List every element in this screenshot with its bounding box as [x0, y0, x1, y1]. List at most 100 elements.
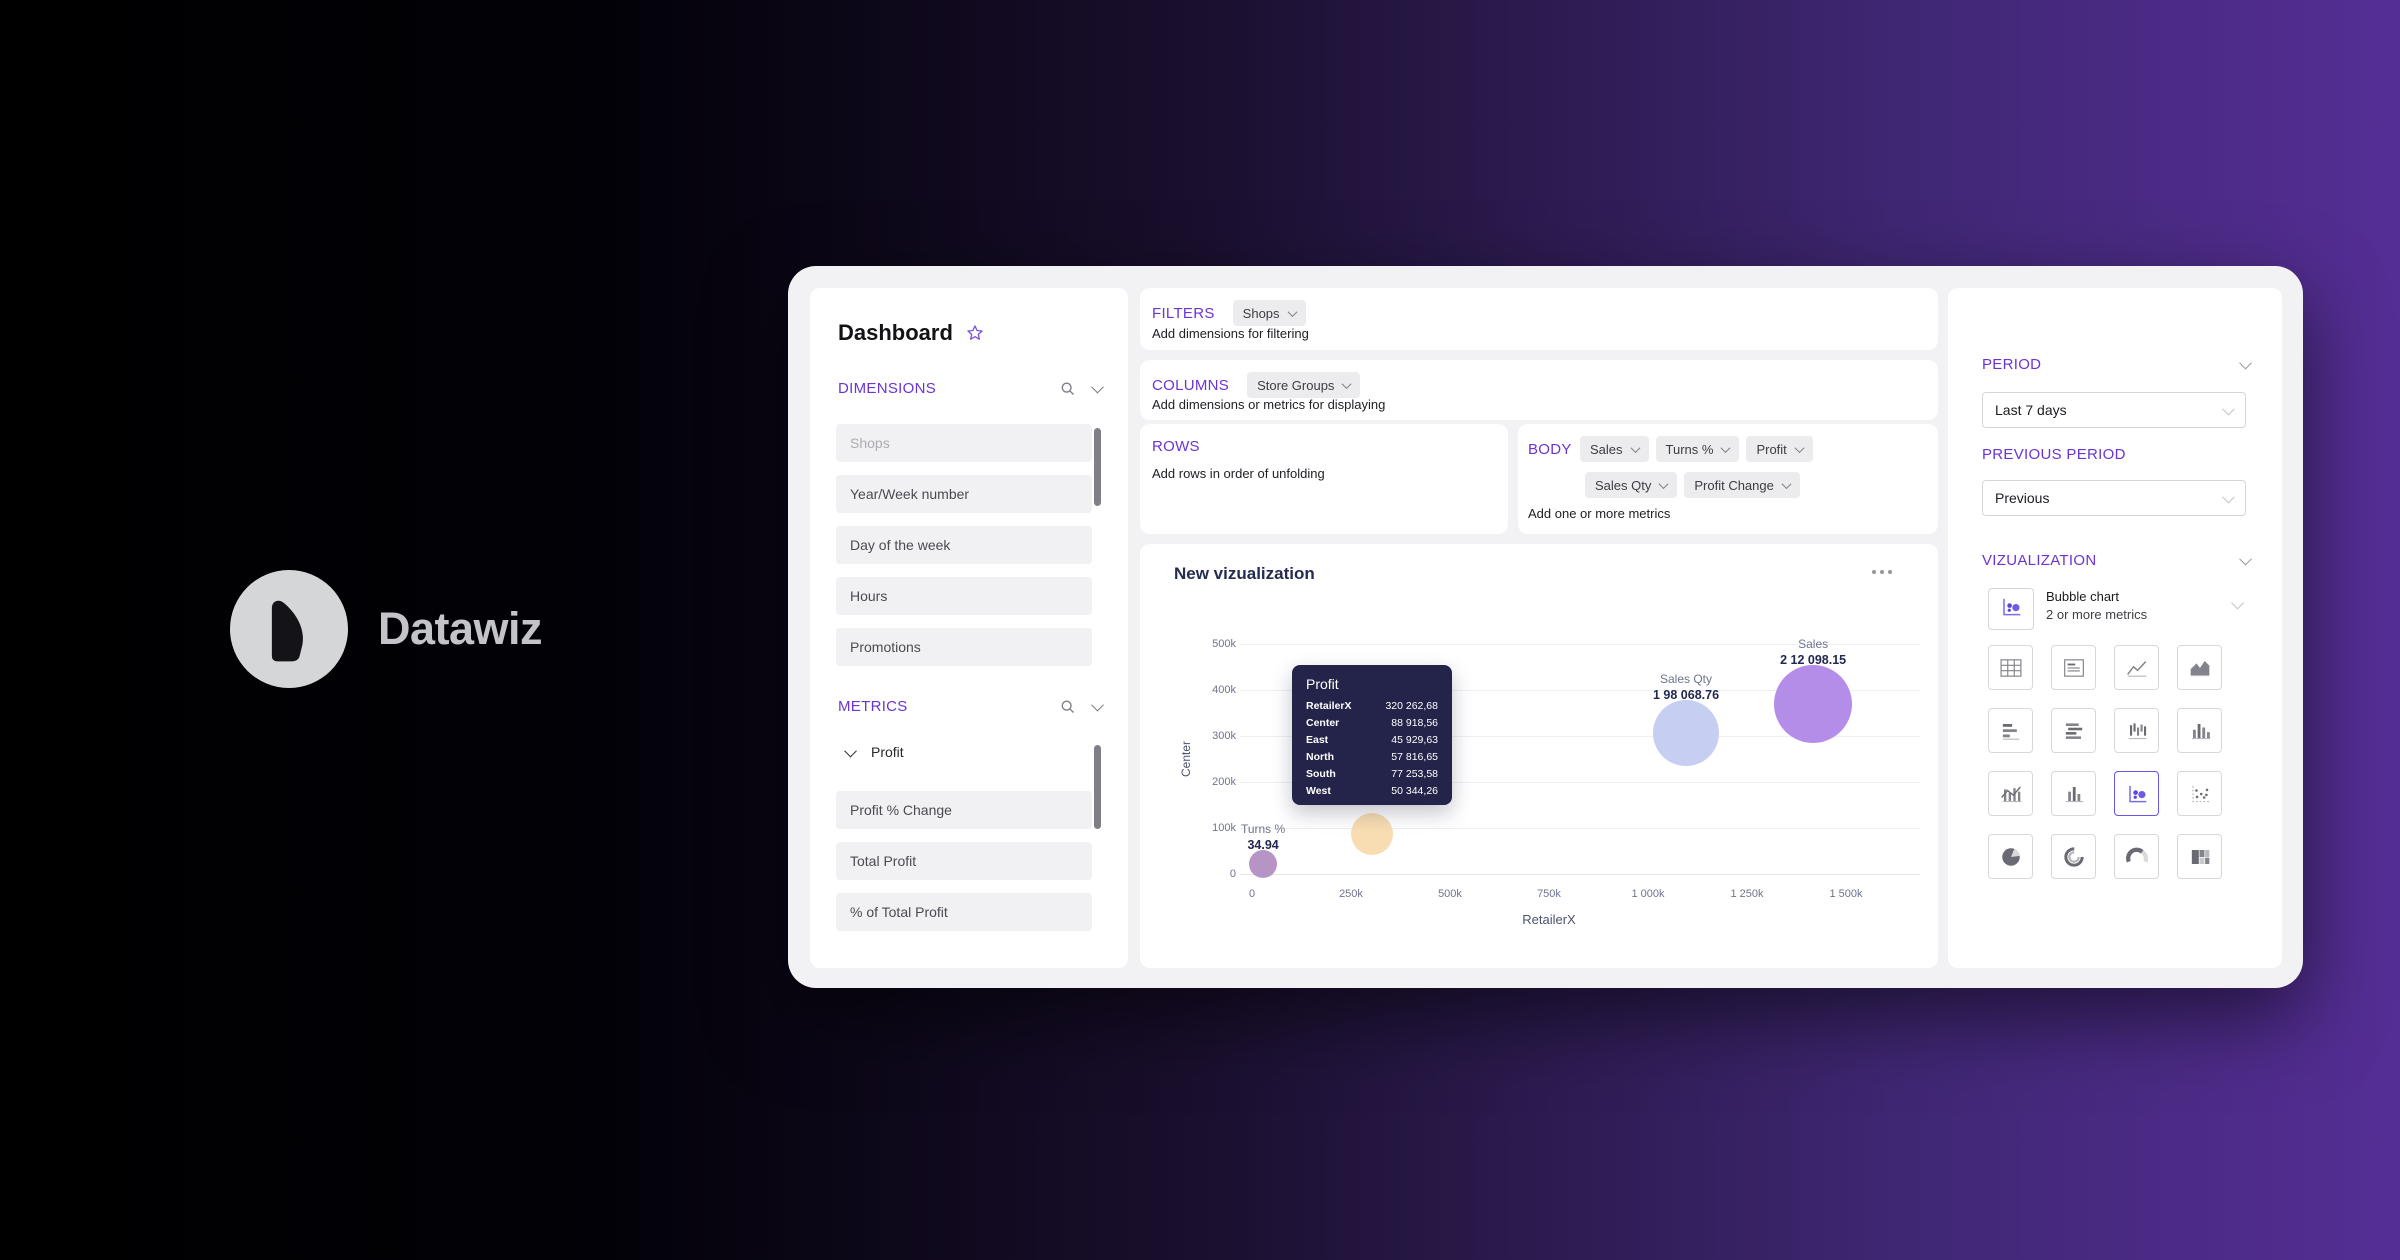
- tooltip-row: Center 88 918,56: [1306, 715, 1438, 732]
- metric-chip[interactable]: Sales: [1580, 436, 1649, 462]
- previous-period-select[interactable]: Previous: [1982, 480, 2246, 516]
- gridline: [1240, 828, 1920, 829]
- y-tick-label: 0: [1229, 868, 1236, 880]
- tooltip-row-value: 50 344,26: [1391, 785, 1438, 797]
- dimensions-header: DIMENSIONS: [838, 380, 1104, 397]
- x-tick-label: 1 500k: [1829, 888, 1863, 900]
- scatter-plot-icon: [2191, 785, 2209, 802]
- columns-zone: COLUMNS Store Groups Add dimensions or m…: [1140, 360, 1938, 420]
- columns-label: COLUMNS: [1152, 376, 1230, 394]
- chevron-down-icon: [1341, 378, 1352, 389]
- scrollbar-thumb[interactable]: [1094, 745, 1101, 829]
- gauge-chart-icon: [2125, 847, 2148, 862]
- period-select[interactable]: Last 7 days: [1982, 392, 2246, 428]
- more-options-icon[interactable]: [1872, 570, 1892, 574]
- visualization-header: VIZUALIZATION: [1982, 552, 2252, 569]
- scrollbar-thumb[interactable]: [1094, 428, 1101, 506]
- metric-chip[interactable]: Shops: [1232, 300, 1306, 326]
- gridline: [1240, 736, 1920, 737]
- chart-bubble[interactable]: [1249, 849, 1278, 878]
- x-tick-label: 1 250k: [1730, 888, 1764, 900]
- chart-bubble[interactable]: [1653, 699, 1720, 766]
- metric-chip[interactable]: Store Groups: [1247, 372, 1361, 398]
- chevron-down-icon[interactable]: [2239, 356, 2252, 370]
- metric-chip[interactable]: Profit: [1746, 436, 1813, 462]
- previous-period-header: PREVIOUS PERIOD: [1982, 446, 2250, 463]
- viz-type-bar-horizontal-icon[interactable]: [1988, 708, 2033, 753]
- left-panel: Dashboard DIMENSIONS Shops Year/Week numb…: [810, 288, 1128, 968]
- chart-bubble[interactable]: [1350, 812, 1393, 855]
- body-chips-row2: Sales Qty Profit Change: [1585, 472, 1800, 498]
- metrics-label: METRICS: [838, 698, 908, 715]
- page-title: Dashboard: [838, 320, 953, 345]
- viz-type-pie-chart-icon[interactable]: [1988, 834, 2033, 879]
- viz-type-combo-chart-icon[interactable]: [1988, 771, 2033, 816]
- viz-type-gauge-chart-icon[interactable]: [2114, 834, 2159, 879]
- viz-type-line-chart-icon[interactable]: [2114, 645, 2159, 690]
- chevron-down-icon[interactable]: [2231, 596, 2244, 610]
- metric-chip[interactable]: Sales Qty: [1585, 472, 1678, 498]
- metric-item[interactable]: Profit % Change: [836, 791, 1092, 829]
- chart-title: New vizualization: [1174, 564, 1315, 583]
- favorite-star-icon[interactable]: [965, 323, 985, 343]
- viz-type-area-chart-icon[interactable]: [2177, 645, 2222, 690]
- chevron-down-icon: [1287, 306, 1297, 317]
- treemap-icon: [2191, 849, 2209, 864]
- viz-type-bubble-chart-icon[interactable]: [2114, 771, 2159, 816]
- y-tick-label: 500k: [1212, 638, 1236, 650]
- viz-type-grouped-column-icon[interactable]: [2051, 771, 2096, 816]
- tooltip-row-value: 77 253,58: [1391, 768, 1438, 780]
- bubble-metric-label: Sales Qty: [1660, 671, 1713, 686]
- bubble-value-label: 1 98 068.76: [1652, 687, 1720, 702]
- tooltip-row-label: South: [1306, 768, 1336, 780]
- body-chips-row1: Sales Turns % Profit: [1580, 436, 1813, 462]
- dimension-item[interactable]: Year/Week number: [836, 475, 1092, 513]
- pie-chart-icon: [2001, 847, 2020, 866]
- chevron-down-icon: [2222, 490, 2235, 503]
- viz-type-treemap-icon[interactable]: [2177, 834, 2222, 879]
- viz-type-bar-horizontal-alt-icon[interactable]: [2051, 708, 2096, 753]
- dimension-item[interactable]: Hours: [836, 577, 1092, 615]
- tooltip-row-value: 88 918,56: [1391, 717, 1438, 729]
- viz-type-donut-chart-icon[interactable]: [2051, 834, 2096, 879]
- x-tick-label: 0: [1248, 888, 1256, 900]
- gridline: [1240, 644, 1920, 645]
- tooltip-row: West 50 344,26: [1306, 783, 1438, 800]
- y-tick-label: 200k: [1212, 776, 1236, 788]
- chevron-down-icon: [1658, 478, 1669, 489]
- dimension-item[interactable]: Day of the week: [836, 526, 1092, 564]
- x-tick-label: 500k: [1438, 888, 1462, 900]
- metric-chip[interactable]: Turns %: [1655, 436, 1740, 462]
- y-axis-label: Center: [1179, 740, 1193, 778]
- search-icon[interactable]: [1059, 380, 1076, 397]
- search-icon[interactable]: [1059, 698, 1076, 715]
- previous-period-value: Previous: [1995, 490, 2050, 506]
- chevron-down-icon[interactable]: [1091, 698, 1104, 712]
- chevron-down-icon[interactable]: [1091, 380, 1104, 394]
- dimension-item[interactable]: Shops: [836, 424, 1092, 462]
- viz-type-scatter-plot-icon[interactable]: [2177, 771, 2222, 816]
- x-axis-label: RetailerX: [1522, 912, 1576, 927]
- metric-chip[interactable]: Profit Change: [1684, 472, 1800, 498]
- metric-item[interactable]: Total Profit: [836, 842, 1092, 880]
- visualization-card: New vizualization 500k 400k 300k 200k 100k 0 …: [1140, 544, 1938, 968]
- chip-label: Profit: [1756, 441, 1787, 457]
- bubble-chart-icon: [2128, 785, 2146, 802]
- selected-viz-icon-box[interactable]: [1988, 588, 2034, 630]
- metric-group-profit[interactable]: Profit: [844, 744, 904, 760]
- column-chart-icon: [2191, 723, 2210, 739]
- chevron-down-icon[interactable]: [2239, 552, 2252, 566]
- viz-type-column-chart-icon[interactable]: [2177, 708, 2222, 753]
- viz-type-grid: [1988, 645, 2248, 879]
- rows-hint: Add rows in order of unfolding: [1152, 466, 1325, 481]
- right-panel: PERIOD Last 7 days PREVIOUS PERIOD Previ…: [1948, 288, 2282, 968]
- metric-item[interactable]: % of Total Profit: [836, 893, 1092, 931]
- donut-chart-icon: [2063, 846, 2084, 867]
- viz-type-report-icon[interactable]: [2051, 645, 2096, 690]
- dimension-item[interactable]: Promotions: [836, 628, 1092, 666]
- viz-type-table-icon[interactable]: [1988, 645, 2033, 690]
- bubble-chart-plot: 500k 400k 300k 200k 100k 0 0 250k 500k 750k 1 000…: [1140, 544, 1938, 968]
- chart-bubble[interactable]: [1774, 664, 1853, 743]
- viz-type-column-sparse-icon[interactable]: [2114, 708, 2159, 753]
